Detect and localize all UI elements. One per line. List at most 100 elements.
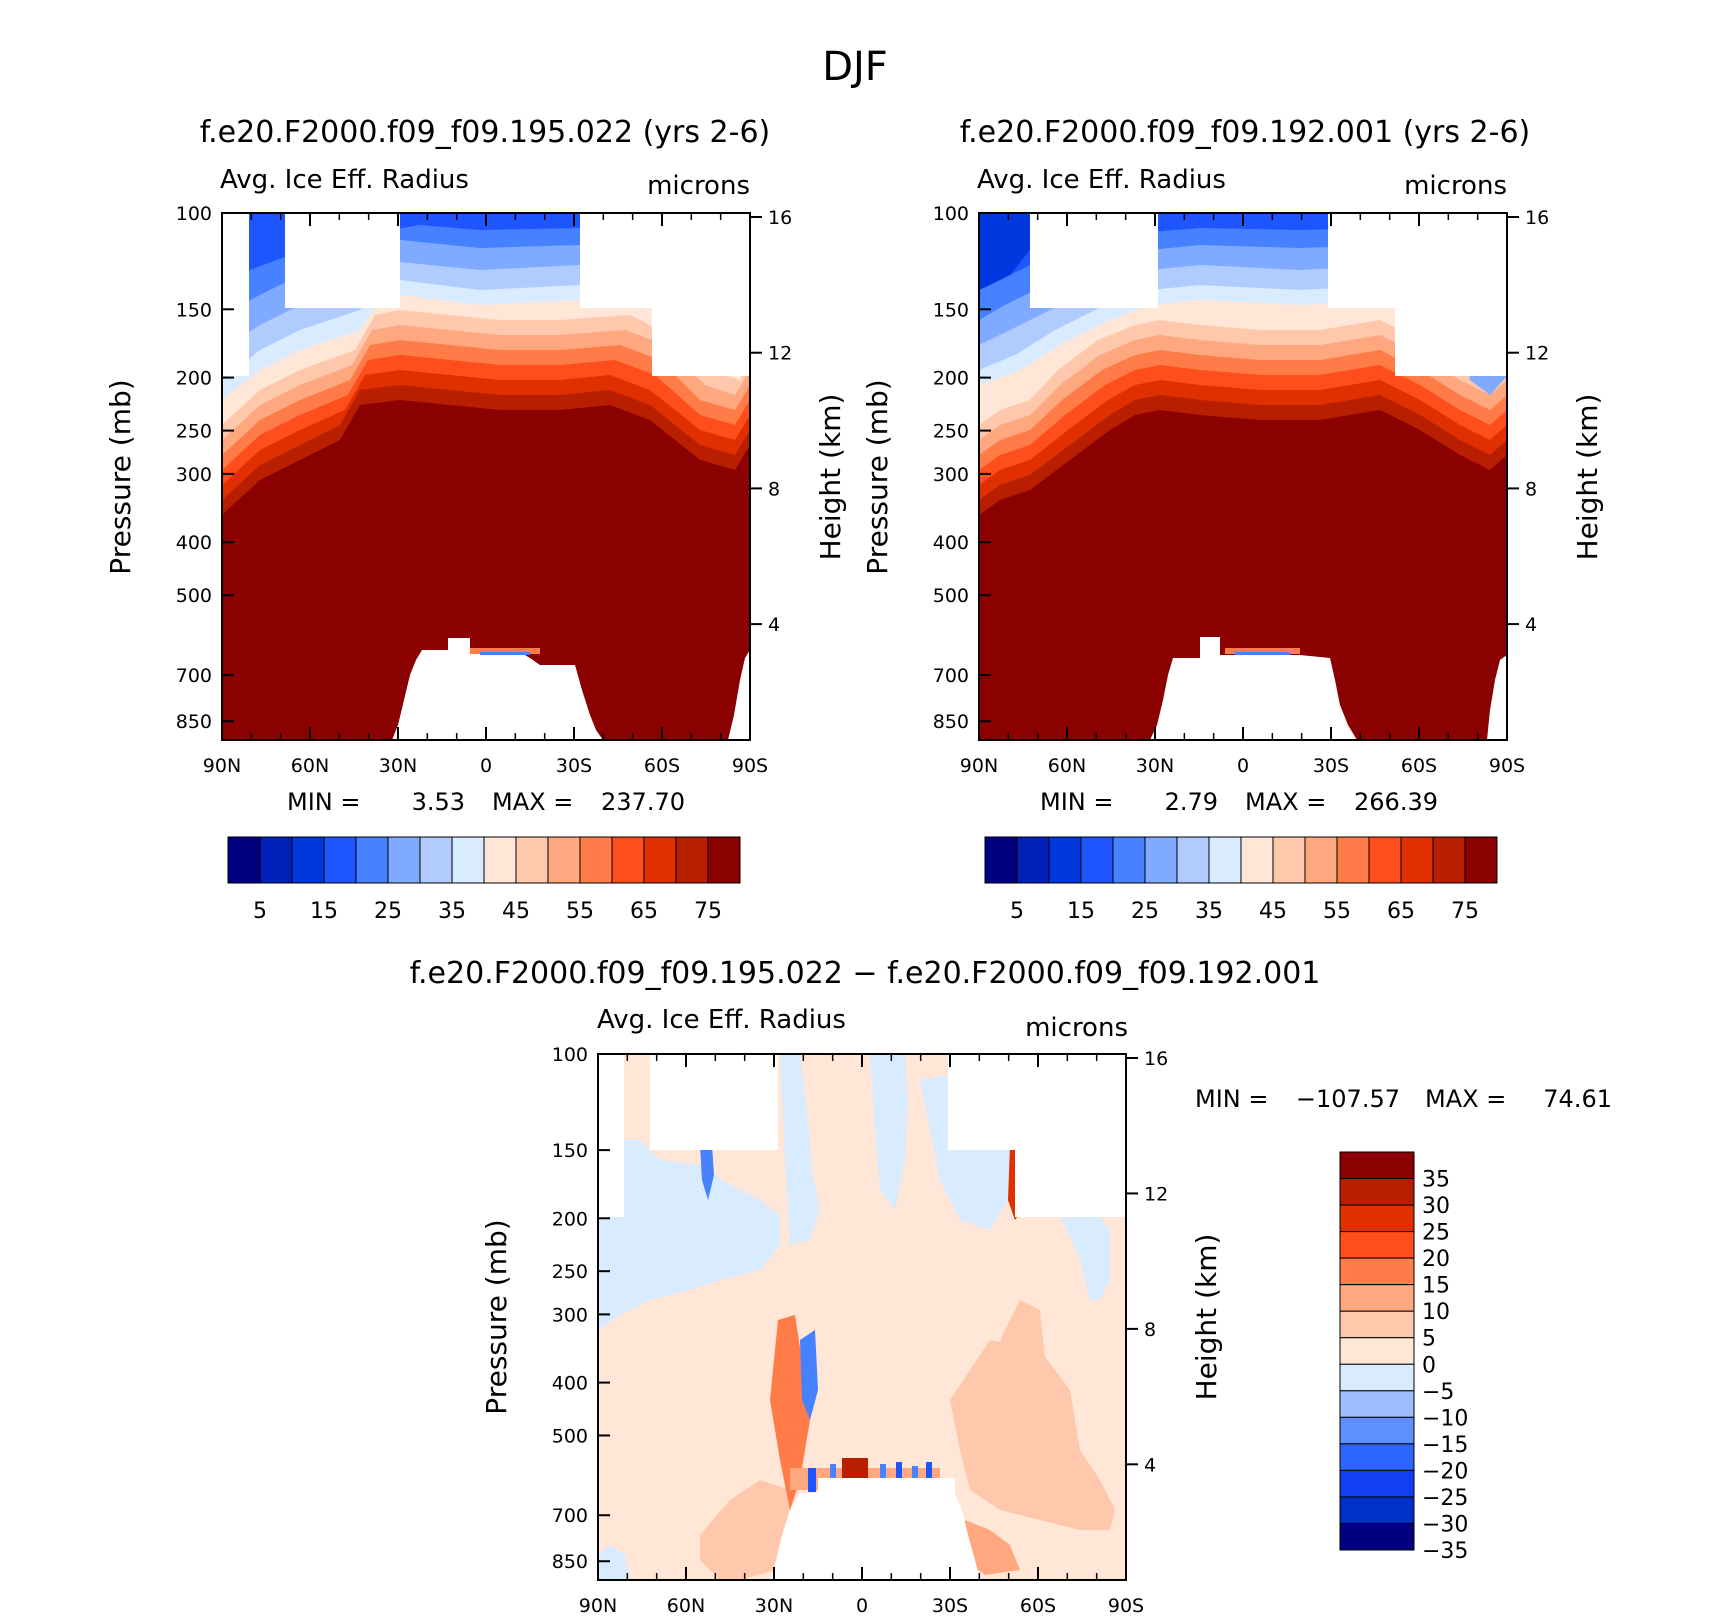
y-tick-label: 700 xyxy=(176,665,212,687)
y-tick-label: 400 xyxy=(176,532,212,554)
y-right-tick-label: 12 xyxy=(768,343,792,365)
colorbar-swatch xyxy=(643,836,677,884)
colorbar-swatch xyxy=(1336,836,1370,884)
x-tick-label: 90S xyxy=(1489,755,1525,777)
colorbar-label: 75 xyxy=(694,899,722,924)
y-tick-label: 400 xyxy=(552,1373,588,1395)
colorbar-swatch xyxy=(1339,1363,1415,1392)
y-right-tick-label: 8 xyxy=(1144,1319,1156,1341)
colorbar-label: 25 xyxy=(1131,899,1159,924)
colorbar-swatch xyxy=(579,836,613,884)
y-right-tick-label: 16 xyxy=(768,207,792,229)
panel-1-units-label: microns xyxy=(647,171,750,201)
y-tick-label: 300 xyxy=(552,1304,588,1326)
colorbar-label: 25 xyxy=(1422,1221,1450,1246)
colorbar-swatch xyxy=(227,836,261,884)
colorbar-label: −10 xyxy=(1422,1406,1468,1431)
panel-3-min-value: −107.57 xyxy=(1296,1085,1400,1113)
colorbar-swatch xyxy=(1339,1337,1415,1365)
panel-2: f.e20.F2000.f09_f09.192.001 (yrs 2-6) Av… xyxy=(861,115,1604,924)
y-tick-label: 700 xyxy=(552,1505,588,1527)
panel-3-ylabel-right: Height (km) xyxy=(1190,1234,1223,1401)
x-tick-label: 30N xyxy=(1136,755,1174,777)
colorbar-swatch xyxy=(1240,836,1274,884)
colorbar-label: 35 xyxy=(438,899,466,924)
colorbar-swatch xyxy=(547,836,581,884)
colorbar-label: 30 xyxy=(1422,1194,1450,1219)
colorbar-swatch xyxy=(1339,1390,1415,1418)
colorbar-label: −30 xyxy=(1422,1512,1468,1537)
y-tick-label: 200 xyxy=(552,1208,588,1230)
y-right-tick-label: 8 xyxy=(768,478,780,500)
x-tick-label: 60N xyxy=(291,755,329,777)
colorbar-label: 15 xyxy=(1067,899,1095,924)
colorbar-swatch xyxy=(984,836,1018,884)
y-right-tick-label: 4 xyxy=(1144,1454,1156,1476)
x-tick-label: 0 xyxy=(480,755,492,777)
y-tick-label: 100 xyxy=(176,203,212,225)
colorbar-label: 5 xyxy=(253,899,267,924)
y-tick-label: 300 xyxy=(176,464,212,486)
panel-3-units-label: microns xyxy=(1025,1013,1128,1043)
x-tick-label: 90N xyxy=(203,755,241,777)
y-right-tick-label: 12 xyxy=(1525,343,1549,365)
y-tick-label: 200 xyxy=(176,368,212,390)
colorbar-swatch xyxy=(1208,836,1242,884)
panel-1-min-label: MIN = xyxy=(287,788,360,816)
colorbar-swatch xyxy=(1272,836,1306,884)
y-tick-label: 500 xyxy=(933,585,969,607)
panel-1-max-label: MAX = xyxy=(492,788,573,816)
y-right-tick-label: 16 xyxy=(1525,207,1549,229)
panel-3-axes: 100 150 200 250 300 400 500 700 850 16 12 8 4 90N 60N 3… xyxy=(552,1044,1168,1617)
panel-2-max-label: MAX = xyxy=(1245,788,1326,816)
x-tick-label: 30S xyxy=(1313,755,1349,777)
colorbar-swatch xyxy=(1368,836,1402,884)
colorbar-swatch xyxy=(707,836,741,884)
colorbar-label: 45 xyxy=(502,899,530,924)
colorbar-label: 65 xyxy=(630,899,658,924)
y-tick-label: 250 xyxy=(933,421,969,443)
panel-1-ylabel-right: Height (km) xyxy=(814,394,847,561)
panel-3-ylabel: Pressure (mb) xyxy=(480,1219,513,1414)
colorbar-label: 55 xyxy=(1323,899,1351,924)
x-tick-label: 30S xyxy=(932,1595,968,1617)
panel-2-max-value: 266.39 xyxy=(1354,788,1438,816)
panel-1-min-value: 3.53 xyxy=(412,788,465,816)
x-tick-label: 30N xyxy=(755,1595,793,1617)
x-tick-label: 60S xyxy=(1020,1595,1056,1617)
panel-2-field xyxy=(979,213,1507,740)
panel-1-ylabel: Pressure (mb) xyxy=(104,379,137,574)
colorbar-label: 15 xyxy=(1422,1274,1450,1299)
panel-2-axes: 100 150 200 250 300 400 500 700 850 16 12 8 4 90N 60N 3… xyxy=(933,203,1549,777)
panel-2-colorbar: 5 15 25 35 45 55 65 75 xyxy=(984,836,1498,924)
colorbar-swatch xyxy=(1339,1257,1415,1286)
colorbar-label: −25 xyxy=(1422,1486,1468,1511)
colorbar-swatch xyxy=(387,836,421,884)
colorbar-label: −20 xyxy=(1422,1459,1468,1484)
colorbar-swatch xyxy=(291,836,325,884)
colorbar-swatch xyxy=(1112,836,1146,884)
colorbar-swatch xyxy=(1339,1443,1415,1471)
colorbar-swatch xyxy=(1339,1496,1415,1524)
colorbar-swatch xyxy=(1400,836,1434,884)
y-tick-label: 200 xyxy=(933,368,969,390)
panel-3-title: f.e20.F2000.f09_f09.195.022 − f.e20.F200… xyxy=(410,956,1321,991)
colorbar-swatch xyxy=(1339,1522,1415,1551)
colorbar-label: 35 xyxy=(1422,1168,1450,1193)
panel-1: f.e20.F2000.f09_f09.195.022 (yrs 2-6) Av… xyxy=(104,115,847,924)
colorbar-swatch xyxy=(1432,836,1466,884)
colorbar-label: −35 xyxy=(1422,1539,1468,1564)
y-right-tick-label: 4 xyxy=(1525,614,1537,636)
colorbar-label: 5 xyxy=(1010,899,1024,924)
colorbar-swatch xyxy=(483,836,517,884)
colorbar-swatch xyxy=(515,836,549,884)
y-tick-label: 100 xyxy=(552,1044,588,1066)
colorbar-swatch xyxy=(1304,836,1338,884)
y-tick-label: 850 xyxy=(552,1551,588,1573)
panel-2-units-label: microns xyxy=(1404,171,1507,201)
x-tick-label: 0 xyxy=(856,1595,868,1617)
x-tick-label: 60N xyxy=(667,1595,705,1617)
panel-3-variable-label: Avg. Ice Eff. Radius xyxy=(597,1005,846,1035)
x-tick-label: 60N xyxy=(1048,755,1086,777)
